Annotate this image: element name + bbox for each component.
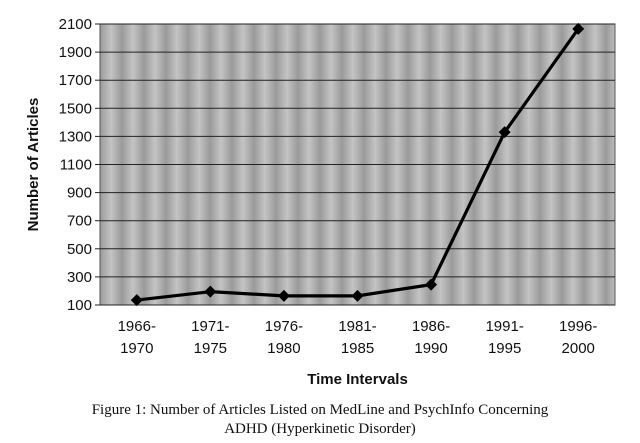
line-chart: 100300500700900110013001500170019002100 … xyxy=(25,16,616,388)
y-axis-label: Number of Articles xyxy=(25,98,42,232)
data-point-marker xyxy=(277,289,290,302)
data-point-marker xyxy=(425,278,438,291)
figure-caption: Figure 1: Number of Articles Listed on M… xyxy=(0,401,640,439)
y-tick-label: 1100 xyxy=(60,157,92,174)
y-tick-label: 900 xyxy=(67,185,92,202)
y-tick-label: 300 xyxy=(67,269,92,286)
y-tick-label: 2100 xyxy=(59,16,92,33)
data-point-marker xyxy=(130,294,143,307)
x-tick-label: 1971-1975 xyxy=(191,318,229,357)
x-tick-label: 1986-1990 xyxy=(412,318,450,357)
x-tick-label: 1976-1980 xyxy=(265,318,303,357)
gridlines xyxy=(100,23,615,306)
data-point-marker xyxy=(498,126,511,139)
y-tick-label: 1900 xyxy=(59,44,92,61)
y-tick-label: 700 xyxy=(67,213,92,230)
data-point-marker xyxy=(572,22,585,35)
x-tick-label: 1991-1995 xyxy=(485,318,523,357)
y-tick-label: 1500 xyxy=(59,100,92,117)
x-tick-label: 1966-1970 xyxy=(118,318,156,357)
y-tick-label: 100 xyxy=(67,297,92,314)
x-axis-ticks: 1966-1970 1971-1975 1976-1980 1981-1985 1986… xyxy=(118,318,598,357)
caption-line-1: Figure 1: Number of Articles Listed on M… xyxy=(91,402,549,418)
y-tick-label: 1300 xyxy=(59,128,92,145)
y-axis-ticks: 100 300 500 700 900 1100 1300 1500 1700 1900 2100 xyxy=(59,16,100,314)
x-axis-label: Time Intervals xyxy=(307,371,408,388)
data-point-marker xyxy=(351,289,364,302)
x-tick-label: 1981-1985 xyxy=(338,318,376,357)
y-tick-label: 1700 xyxy=(59,72,92,89)
series-line xyxy=(130,22,585,307)
data-point-marker xyxy=(204,285,217,298)
y-tick-label: 500 xyxy=(67,241,92,258)
x-tick-label: 1996-2000 xyxy=(559,318,597,357)
caption-line-2: ADHD (Hyperkinetic Disorder) xyxy=(224,421,416,437)
